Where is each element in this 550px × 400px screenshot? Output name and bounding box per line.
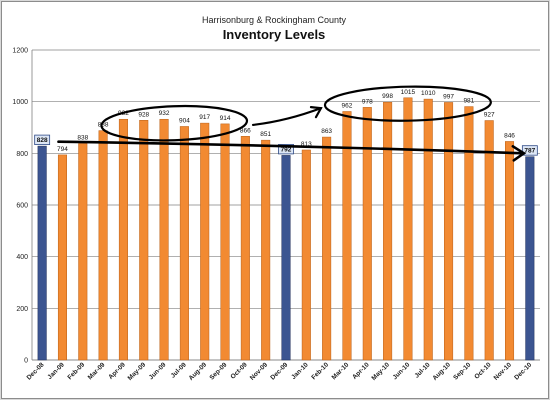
- x-tick-label: Sep-09: [208, 361, 228, 381]
- bar: [118, 118, 128, 361]
- x-tick-label: Nov-09: [249, 361, 270, 382]
- value-label: 998: [382, 93, 393, 100]
- bar: [464, 106, 474, 361]
- bar: [342, 111, 352, 361]
- x-tick-label: Jan-09: [46, 361, 66, 381]
- x-tick-label: Jan-10: [290, 361, 310, 381]
- value-label: 828: [37, 137, 48, 144]
- chart-title: Inventory Levels: [223, 27, 326, 42]
- y-tick-label: 800: [16, 151, 28, 158]
- x-tick-label: Aug-09: [188, 361, 209, 382]
- value-label: 1015: [401, 89, 416, 96]
- annotation-arrowhead: [309, 106, 323, 119]
- bars: [37, 97, 535, 361]
- bar: [505, 141, 515, 361]
- x-tick-label: Dec-09: [269, 361, 289, 381]
- value-label: 863: [321, 128, 332, 135]
- y-tick-label: 0: [24, 358, 28, 365]
- bar: [403, 97, 413, 361]
- bar: [179, 126, 189, 361]
- x-tick-label: May-10: [370, 361, 391, 382]
- x-tick-label: Mar-09: [87, 361, 107, 381]
- annotation-arrow: [251, 107, 323, 127]
- value-label: 932: [159, 110, 170, 117]
- value-label: 888: [98, 122, 109, 129]
- value-label: 813: [301, 141, 312, 148]
- x-tick-label: Feb-10: [310, 361, 330, 381]
- y-tick-label: 400: [16, 254, 28, 261]
- value-label: 962: [342, 102, 353, 109]
- bar: [484, 120, 494, 361]
- value-label: 928: [138, 111, 149, 118]
- value-label: 978: [362, 98, 373, 105]
- bar: [240, 136, 250, 361]
- x-tick-label: Dec-08: [26, 361, 46, 381]
- bar: [362, 107, 372, 361]
- value-label: 917: [199, 114, 210, 121]
- x-tick-label: Jul-09: [170, 361, 189, 380]
- value-label: 866: [240, 127, 251, 134]
- value-label: 787: [524, 148, 535, 155]
- value-label-box: [34, 134, 51, 146]
- bar: [423, 98, 433, 361]
- bar: [281, 155, 291, 361]
- annotation-ellipse: [100, 104, 249, 142]
- x-tick-label: Jun-10: [392, 361, 412, 381]
- bar: [261, 139, 271, 361]
- value-label: 927: [484, 112, 495, 119]
- x-tick-label: May-09: [127, 361, 148, 382]
- bar: [322, 136, 332, 361]
- y-axis: 0 200 400 600 800 1000 1200: [12, 48, 540, 365]
- bar: [525, 156, 535, 361]
- x-tick-label: Apr-09: [107, 361, 127, 381]
- y-tick-label: 1200: [12, 48, 28, 55]
- bar: [78, 143, 88, 361]
- x-tick-label: Aug-10: [431, 361, 452, 382]
- value-label: 838: [77, 135, 88, 142]
- x-tick-label: Mar-10: [331, 361, 351, 381]
- y-tick-label: 600: [16, 203, 28, 210]
- x-tick-label: Oct-10: [473, 361, 493, 381]
- bar: [37, 145, 47, 361]
- x-tick-label: Nov-10: [493, 361, 514, 382]
- x-tick-label: Sep-10: [452, 361, 472, 381]
- x-tick-label: Jul-10: [413, 361, 432, 380]
- bar: [98, 130, 108, 361]
- value-label: 851: [260, 131, 271, 138]
- annotation-ellipse: [323, 85, 492, 122]
- bar: [159, 118, 169, 361]
- value-label: 1010: [421, 90, 436, 97]
- value-label: 846: [504, 132, 515, 139]
- chart-subtitle: Harrisonburg & Rockingham County: [202, 15, 347, 25]
- bar: [383, 101, 393, 361]
- bar: [220, 123, 230, 361]
- value-label: 794: [57, 146, 68, 153]
- x-tick-label: Dec-10: [513, 361, 533, 381]
- value-label-box: [278, 143, 294, 155]
- value-label: 981: [463, 98, 474, 105]
- bar: [444, 102, 454, 361]
- value-label: 904: [179, 117, 190, 124]
- bar: [301, 149, 311, 361]
- x-tick-label: Apr-10: [351, 361, 371, 381]
- x-tick-label: Feb-09: [66, 361, 86, 381]
- y-tick-label: 200: [16, 306, 28, 313]
- annotation-trend-arrowhead: [511, 145, 527, 162]
- value-label-box: [521, 145, 538, 156]
- value-label: 997: [443, 93, 454, 100]
- bar: [139, 120, 149, 361]
- x-tick-label: Jun-09: [148, 361, 168, 381]
- annotation-trend-arrow: [57, 140, 526, 155]
- x-tick-label: Oct-09: [230, 361, 250, 381]
- x-axis: Dec-08 Jan-09 Feb-09 Mar-09 Apr-09 May-09 Jun-…: [26, 361, 534, 382]
- bar: [57, 154, 67, 361]
- value-label: 792: [281, 146, 292, 153]
- y-tick-label: 1000: [12, 99, 28, 106]
- bar: [200, 122, 210, 361]
- hand-drawn-annotations: [57, 85, 527, 162]
- value-label: 914: [220, 115, 231, 122]
